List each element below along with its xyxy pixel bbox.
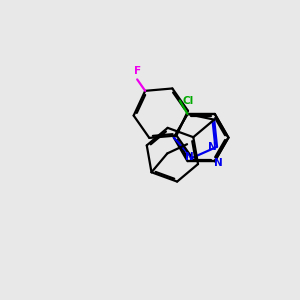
Text: N: N: [208, 142, 217, 152]
Text: F: F: [134, 66, 141, 76]
Text: Cl: Cl: [183, 96, 194, 106]
Text: N: N: [214, 158, 222, 168]
Text: N: N: [185, 152, 194, 162]
